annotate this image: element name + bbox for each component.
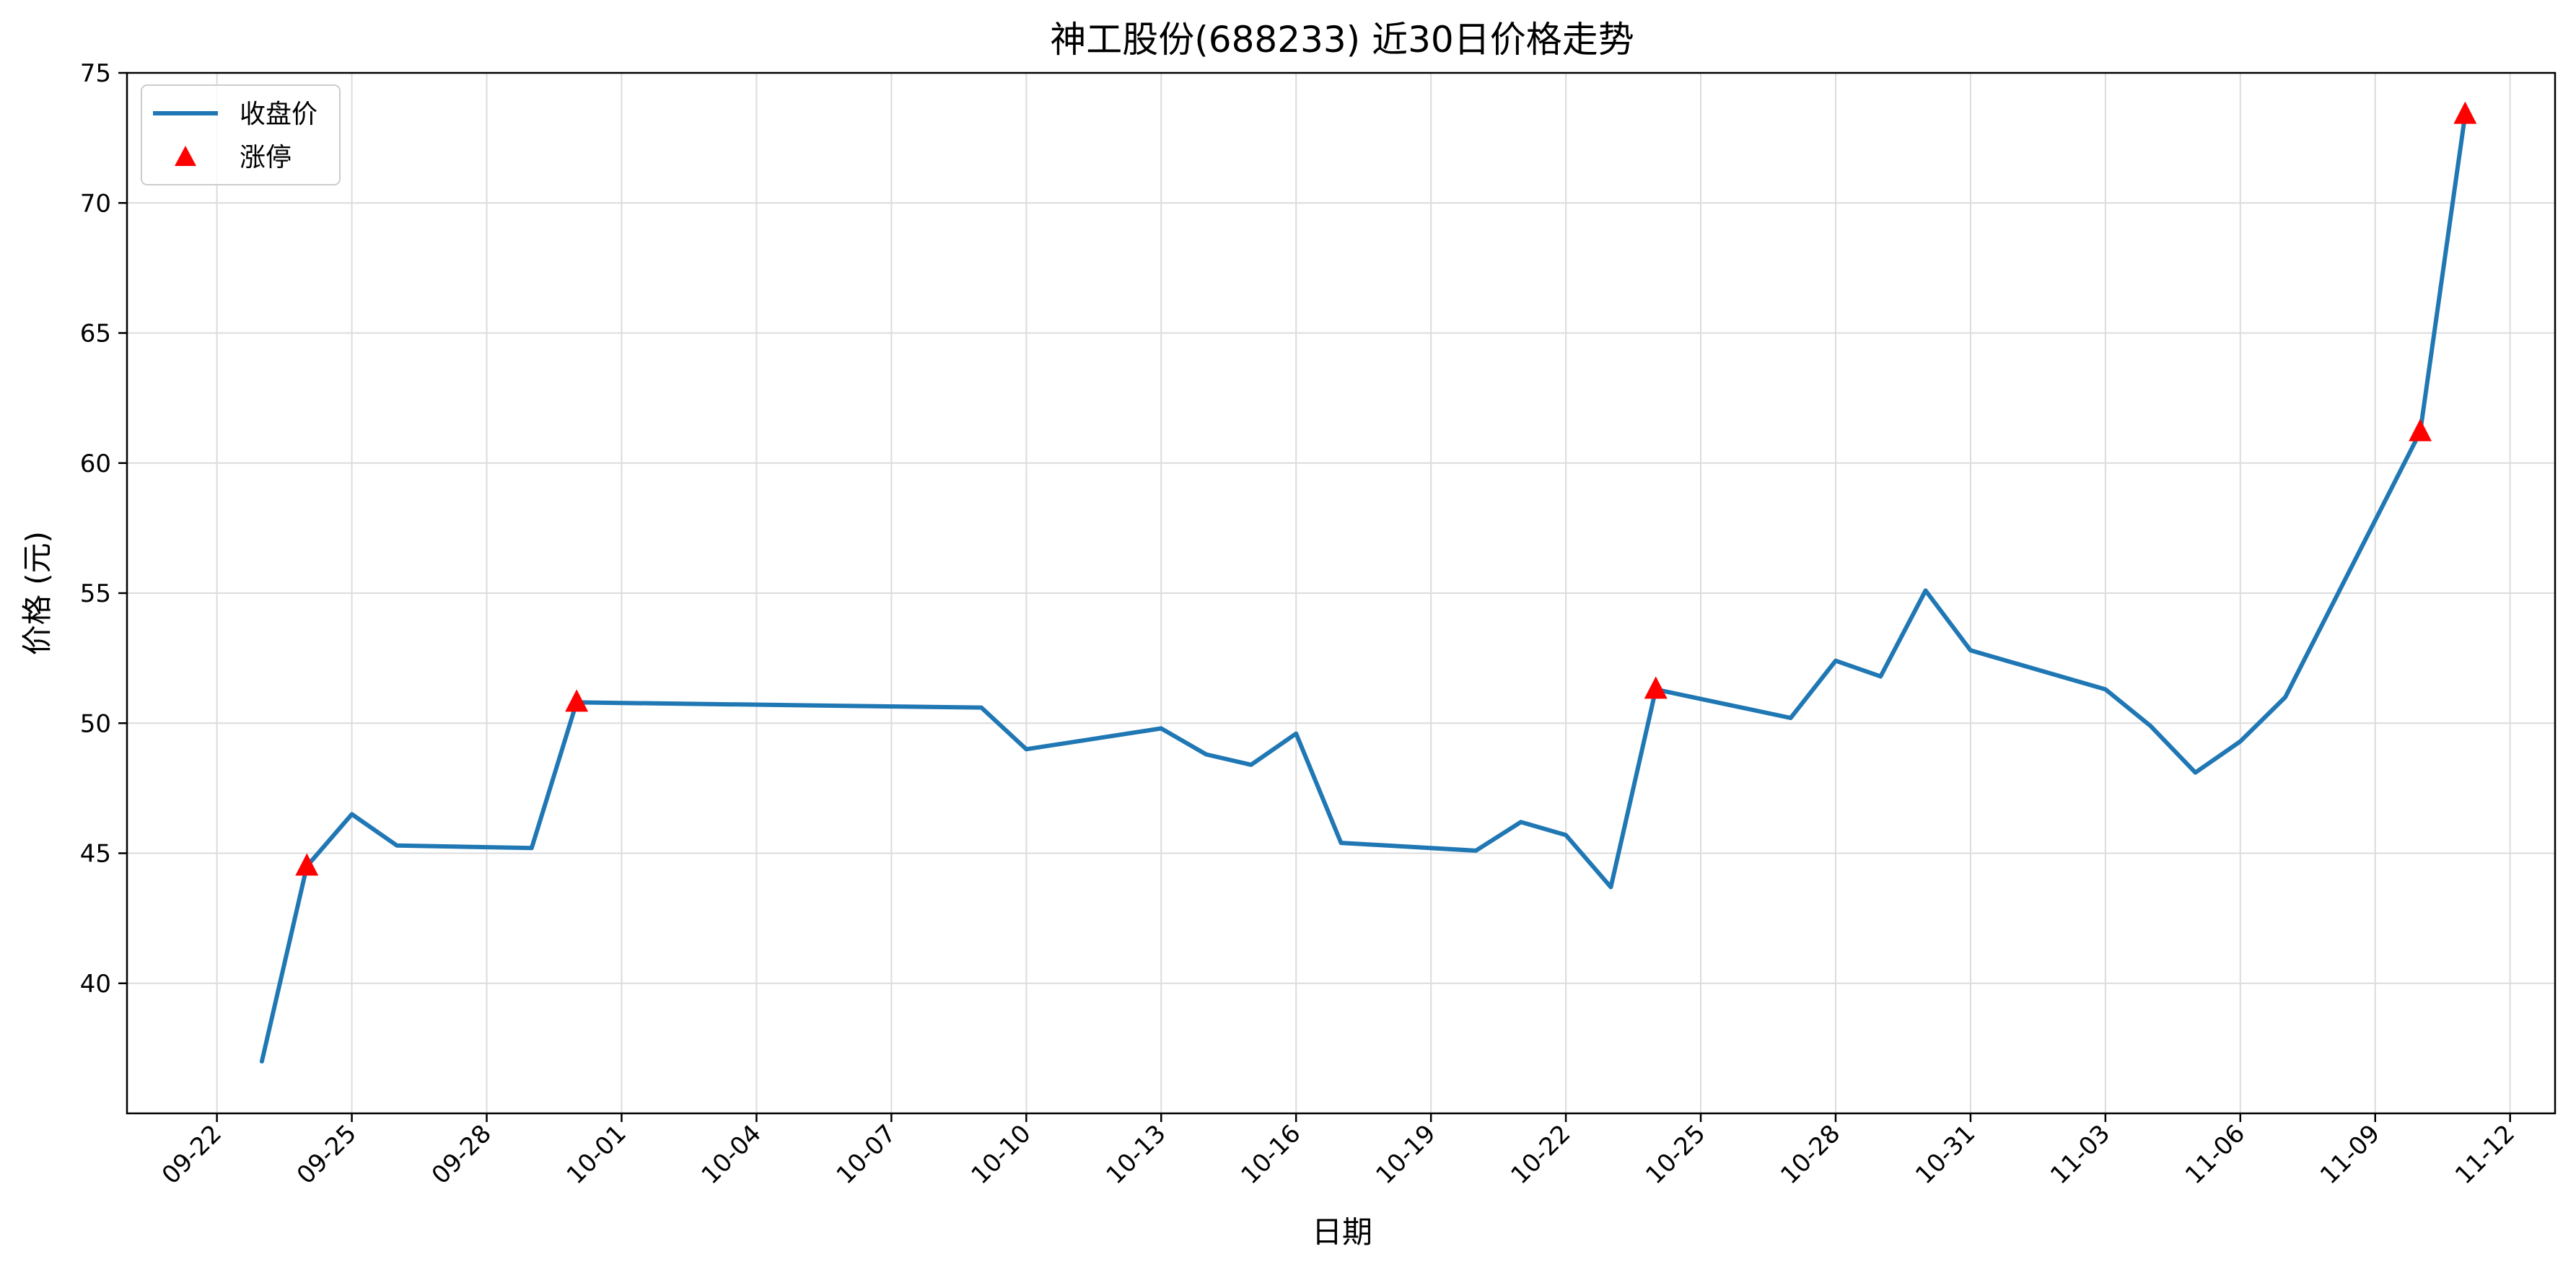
chart-title: 神工股份(688233) 近30日价格走势 bbox=[1050, 19, 1634, 61]
y-tick-label: 45 bbox=[80, 840, 111, 869]
limit-up-marker bbox=[295, 853, 319, 876]
grid-layer bbox=[127, 72, 2555, 1113]
legend-triangle-swatch bbox=[175, 146, 196, 166]
limit-up-marker bbox=[2453, 101, 2477, 124]
y-tick-label: 65 bbox=[80, 320, 111, 349]
y-tick-label: 50 bbox=[80, 709, 111, 738]
x-axis-label: 日期 bbox=[1312, 1214, 1372, 1250]
y-tick-label: 75 bbox=[80, 59, 111, 88]
y-tick-label: 55 bbox=[80, 579, 111, 608]
legend: 收盘价 涨停 bbox=[141, 84, 341, 185]
limit-up-marker bbox=[1644, 676, 1668, 699]
close-price-line bbox=[259, 112, 2468, 1064]
y-tick-label: 40 bbox=[80, 970, 111, 999]
limit-up-marker bbox=[565, 689, 589, 712]
y-tick-label: 60 bbox=[80, 450, 111, 478]
y-axis-label: 价格 (元) bbox=[19, 531, 55, 655]
y-tick-label: 70 bbox=[80, 189, 111, 218]
limit-up-marker bbox=[2409, 419, 2432, 442]
series-layer bbox=[259, 101, 2477, 1064]
legend-label-limit-up: 涨停 bbox=[240, 143, 292, 172]
legend-label-close: 收盘价 bbox=[240, 100, 317, 129]
